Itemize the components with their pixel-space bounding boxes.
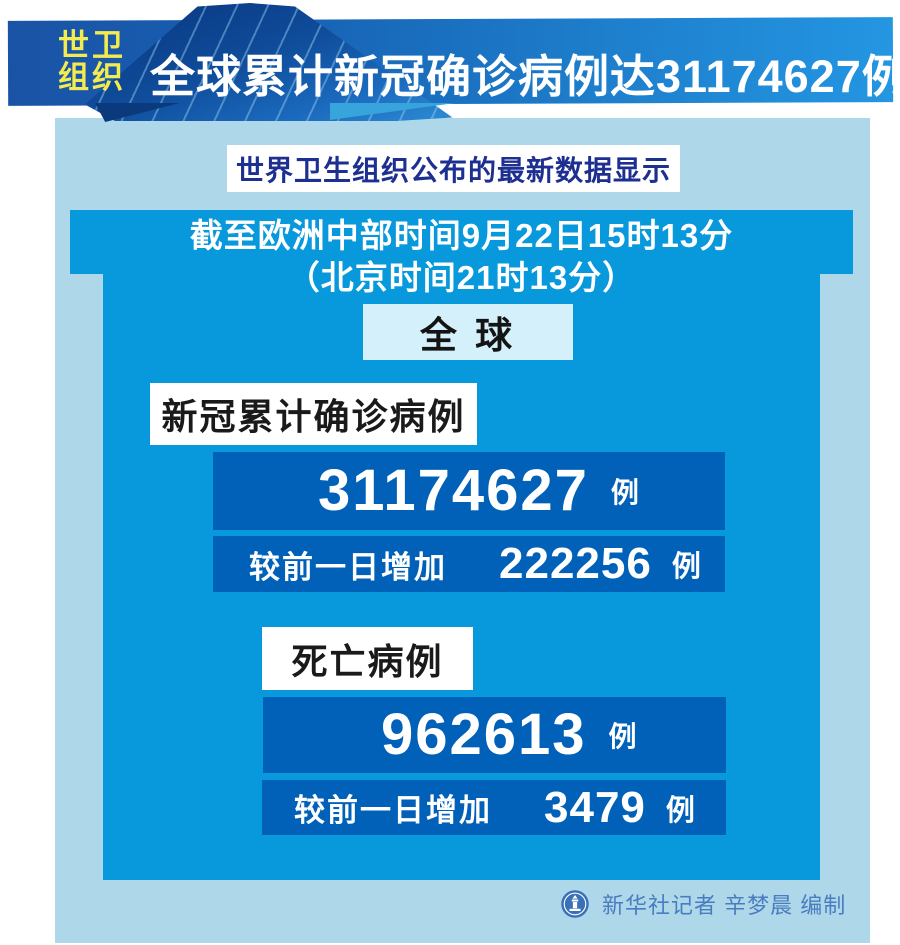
intro-box: 世界卫生组织公布的最新数据显示 — [227, 145, 680, 192]
intro-text: 世界卫生组织公布的最新数据显示 — [235, 154, 671, 186]
deaths-delta-unit: 例 — [665, 794, 695, 827]
deaths-total-value: 962613 — [381, 702, 587, 767]
confirmed-delta-unit: 例 — [671, 551, 701, 583]
date-band-background — [70, 210, 853, 274]
confirmed-delta-panel: 较前一日增加 222256 例 — [213, 536, 725, 592]
deaths-delta-label: 较前一日增加 — [294, 793, 492, 828]
confirmed-delta-value: 222256 — [499, 539, 652, 588]
deaths-delta-value: 3479 — [544, 782, 646, 832]
who-badge: 世卫 组织 — [58, 30, 126, 94]
xinhua-news-agency-logo-icon — [561, 890, 589, 918]
scope-label: 全 球 — [363, 304, 573, 360]
page-title: 全球累计新冠确诊病例达31174627例 — [150, 51, 900, 102]
deaths-label: 死亡病例 — [262, 627, 473, 690]
confirmed-cases-label: 新冠累计确诊病例 — [150, 383, 477, 445]
deaths-total-unit: 例 — [608, 721, 637, 752]
credit-text: 新华社记者 辛梦晨 编制 — [602, 893, 847, 918]
confirmed-total-panel: 31174627 例 — [213, 452, 725, 530]
datetime-block: 截至欧洲中部时间9月22日15时13分 （北京时间21时13分） — [70, 215, 853, 299]
confirmed-delta-label: 较前一日增加 — [249, 549, 447, 585]
confirmed-total-value: 31174627 — [318, 458, 589, 523]
datetime-line1: 截至欧洲中部时间9月22日15时13分 — [189, 217, 734, 254]
deaths-delta-panel: 较前一日增加 3479 例 — [262, 780, 726, 835]
who-badge-line2: 组织 — [58, 60, 126, 95]
header-banner: 世卫 组织 全球累计新冠确诊病例达31174627例 — [0, 0, 900, 128]
datetime-line2: （北京时间21时13分） — [286, 259, 637, 296]
credit-line: 新华社记者 辛梦晨 编制 — [560, 884, 846, 924]
deaths-total-panel: 962613 例 — [263, 697, 726, 773]
confirmed-total-unit: 例 — [610, 477, 639, 508]
who-badge-line1: 世卫 — [58, 28, 126, 63]
